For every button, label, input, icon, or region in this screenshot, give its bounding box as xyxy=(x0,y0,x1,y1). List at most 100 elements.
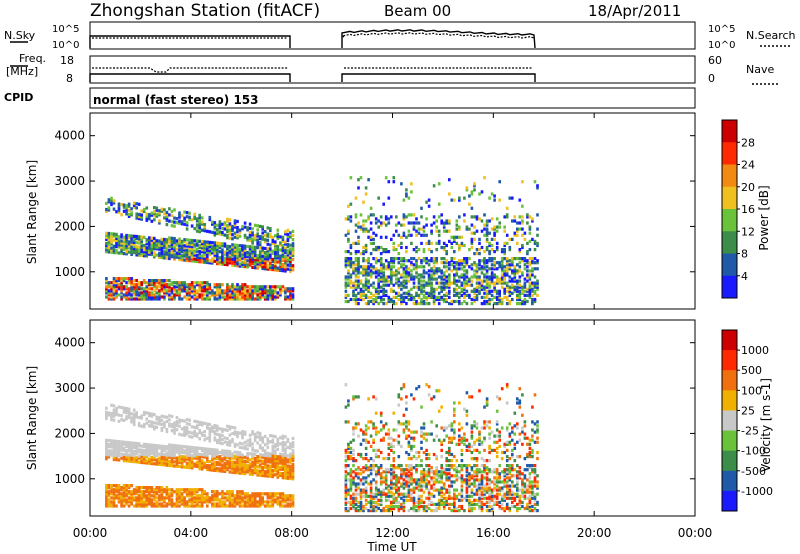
data-cell xyxy=(432,221,436,225)
data-cell xyxy=(168,238,171,242)
data-cell xyxy=(483,295,486,299)
data-cell xyxy=(379,474,383,478)
data-cell xyxy=(132,453,136,458)
data-cell xyxy=(377,470,380,474)
data-cell xyxy=(228,492,232,496)
data-cell xyxy=(347,420,350,424)
data-cell xyxy=(402,223,406,227)
data-cell xyxy=(105,448,108,453)
data-cell xyxy=(387,283,391,287)
data-cell xyxy=(349,281,353,285)
data-cell xyxy=(218,289,222,293)
data-cell xyxy=(263,287,267,291)
data-cell xyxy=(395,277,398,281)
data-cell xyxy=(132,414,136,418)
data-cell xyxy=(206,504,209,508)
data-cell xyxy=(173,423,176,427)
data-cell xyxy=(274,289,277,293)
data-cell xyxy=(286,287,290,291)
data-cell xyxy=(382,277,385,281)
data-cell xyxy=(392,459,396,463)
data-cell xyxy=(390,287,393,291)
data-cell xyxy=(223,467,227,471)
data-cell xyxy=(392,411,396,415)
data-cell xyxy=(216,494,219,498)
data-cell xyxy=(412,263,416,267)
data-cell xyxy=(276,498,280,502)
data-cell xyxy=(410,263,413,267)
data-cell xyxy=(478,285,481,289)
data-cell xyxy=(163,447,166,451)
data-cell xyxy=(185,297,189,301)
data-cell xyxy=(430,287,433,291)
data-cell xyxy=(359,472,363,476)
data-cell xyxy=(523,289,527,293)
data-cell xyxy=(289,251,292,255)
data-cell xyxy=(473,263,476,267)
data-cell xyxy=(148,445,151,449)
data-cell xyxy=(190,251,194,255)
data-cell xyxy=(137,460,141,464)
data-cell xyxy=(349,494,353,498)
data-cell xyxy=(218,287,222,291)
data-cell xyxy=(420,299,423,304)
data-cell xyxy=(158,420,161,424)
data-cell xyxy=(137,293,141,297)
data-cell xyxy=(261,293,264,297)
data-cell xyxy=(269,235,272,239)
data-cell xyxy=(402,468,406,472)
data-cell xyxy=(216,424,219,428)
data-cell xyxy=(455,271,459,275)
data-cell xyxy=(269,472,272,476)
data-cell xyxy=(236,494,239,498)
data-cell xyxy=(266,251,270,255)
data-cell xyxy=(369,227,373,231)
data-cell xyxy=(470,190,474,194)
data-cell xyxy=(377,302,380,306)
data-cell xyxy=(362,432,365,436)
data-cell xyxy=(379,466,383,470)
data-cell xyxy=(382,275,385,279)
data-cell xyxy=(536,186,539,190)
data-cell xyxy=(412,277,416,281)
data-cell xyxy=(493,265,496,269)
data-cell xyxy=(422,271,426,275)
data-cell xyxy=(140,444,143,448)
data-cell xyxy=(248,261,252,265)
data-cell xyxy=(455,235,459,239)
data-cell xyxy=(178,500,181,504)
data-cell xyxy=(271,473,275,477)
data-cell xyxy=(153,236,156,240)
data-cell xyxy=(513,279,517,283)
data-cell xyxy=(274,454,277,459)
data-cell xyxy=(430,267,433,271)
data-cell xyxy=(211,222,214,226)
data-cell xyxy=(238,244,242,248)
data-cell xyxy=(243,225,247,229)
data-cell xyxy=(198,287,201,291)
data-cell xyxy=(160,281,164,285)
data-cell xyxy=(188,297,191,301)
data-cell xyxy=(377,196,380,200)
data-cell xyxy=(397,494,401,498)
data-cell xyxy=(455,227,459,231)
data-cell xyxy=(453,293,456,297)
y-tick-label: 3000 xyxy=(54,174,85,188)
data-cell xyxy=(125,490,128,494)
data-cell xyxy=(392,498,396,502)
data-cell xyxy=(236,454,239,459)
data-cell xyxy=(445,281,448,285)
data-cell xyxy=(190,243,194,247)
data-cell xyxy=(115,447,118,452)
data-cell xyxy=(420,275,423,279)
data-cell xyxy=(173,255,176,259)
data-cell xyxy=(364,192,368,196)
data-cell xyxy=(125,488,128,492)
data-cell xyxy=(125,502,128,506)
data-cell xyxy=(216,438,219,443)
data-cell xyxy=(105,279,108,283)
data-cell xyxy=(243,465,247,470)
data-cell xyxy=(352,297,355,302)
data-cell xyxy=(458,263,461,267)
data-cell xyxy=(168,279,171,283)
